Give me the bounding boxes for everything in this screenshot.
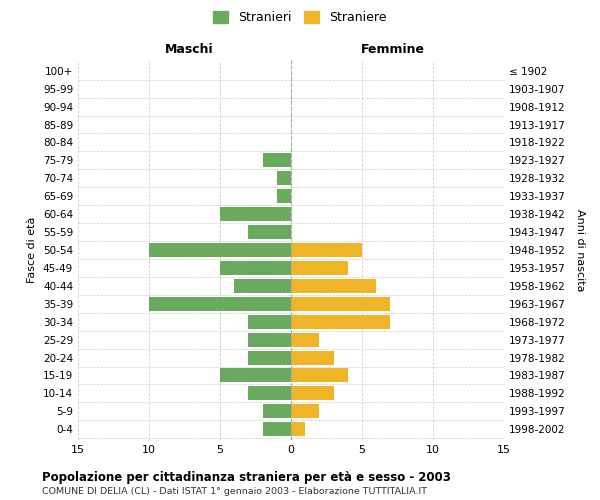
Bar [291,386,334,400]
Bar [277,189,291,203]
Bar [248,225,291,239]
Bar [248,332,291,346]
Bar [291,243,362,257]
Text: Maschi: Maschi [164,43,213,56]
Bar [263,422,291,436]
Bar [291,404,319,418]
Bar [220,261,291,275]
Bar [291,422,305,436]
Bar [291,279,376,293]
Bar [248,350,291,364]
Bar [234,279,291,293]
Bar [291,261,348,275]
Text: Popolazione per cittadinanza straniera per età e sesso - 2003: Popolazione per cittadinanza straniera p… [42,472,451,484]
Bar [248,314,291,328]
Bar [277,172,291,185]
Bar [263,154,291,168]
Bar [248,386,291,400]
Text: COMUNE DI DELIA (CL) - Dati ISTAT 1° gennaio 2003 - Elaborazione TUTTITALIA.IT: COMUNE DI DELIA (CL) - Dati ISTAT 1° gen… [42,486,427,496]
Y-axis label: Fasce di età: Fasce di età [28,217,37,283]
Text: Femmine: Femmine [361,43,425,56]
Bar [291,314,391,328]
Bar [291,332,319,346]
Bar [291,368,348,382]
Bar [149,297,291,311]
Bar [149,243,291,257]
Bar [220,368,291,382]
Bar [291,350,334,364]
Bar [291,297,391,311]
Bar [220,207,291,221]
Legend: Stranieri, Straniere: Stranieri, Straniere [208,6,392,29]
Bar [263,404,291,418]
Y-axis label: Anni di nascita: Anni di nascita [575,209,585,291]
